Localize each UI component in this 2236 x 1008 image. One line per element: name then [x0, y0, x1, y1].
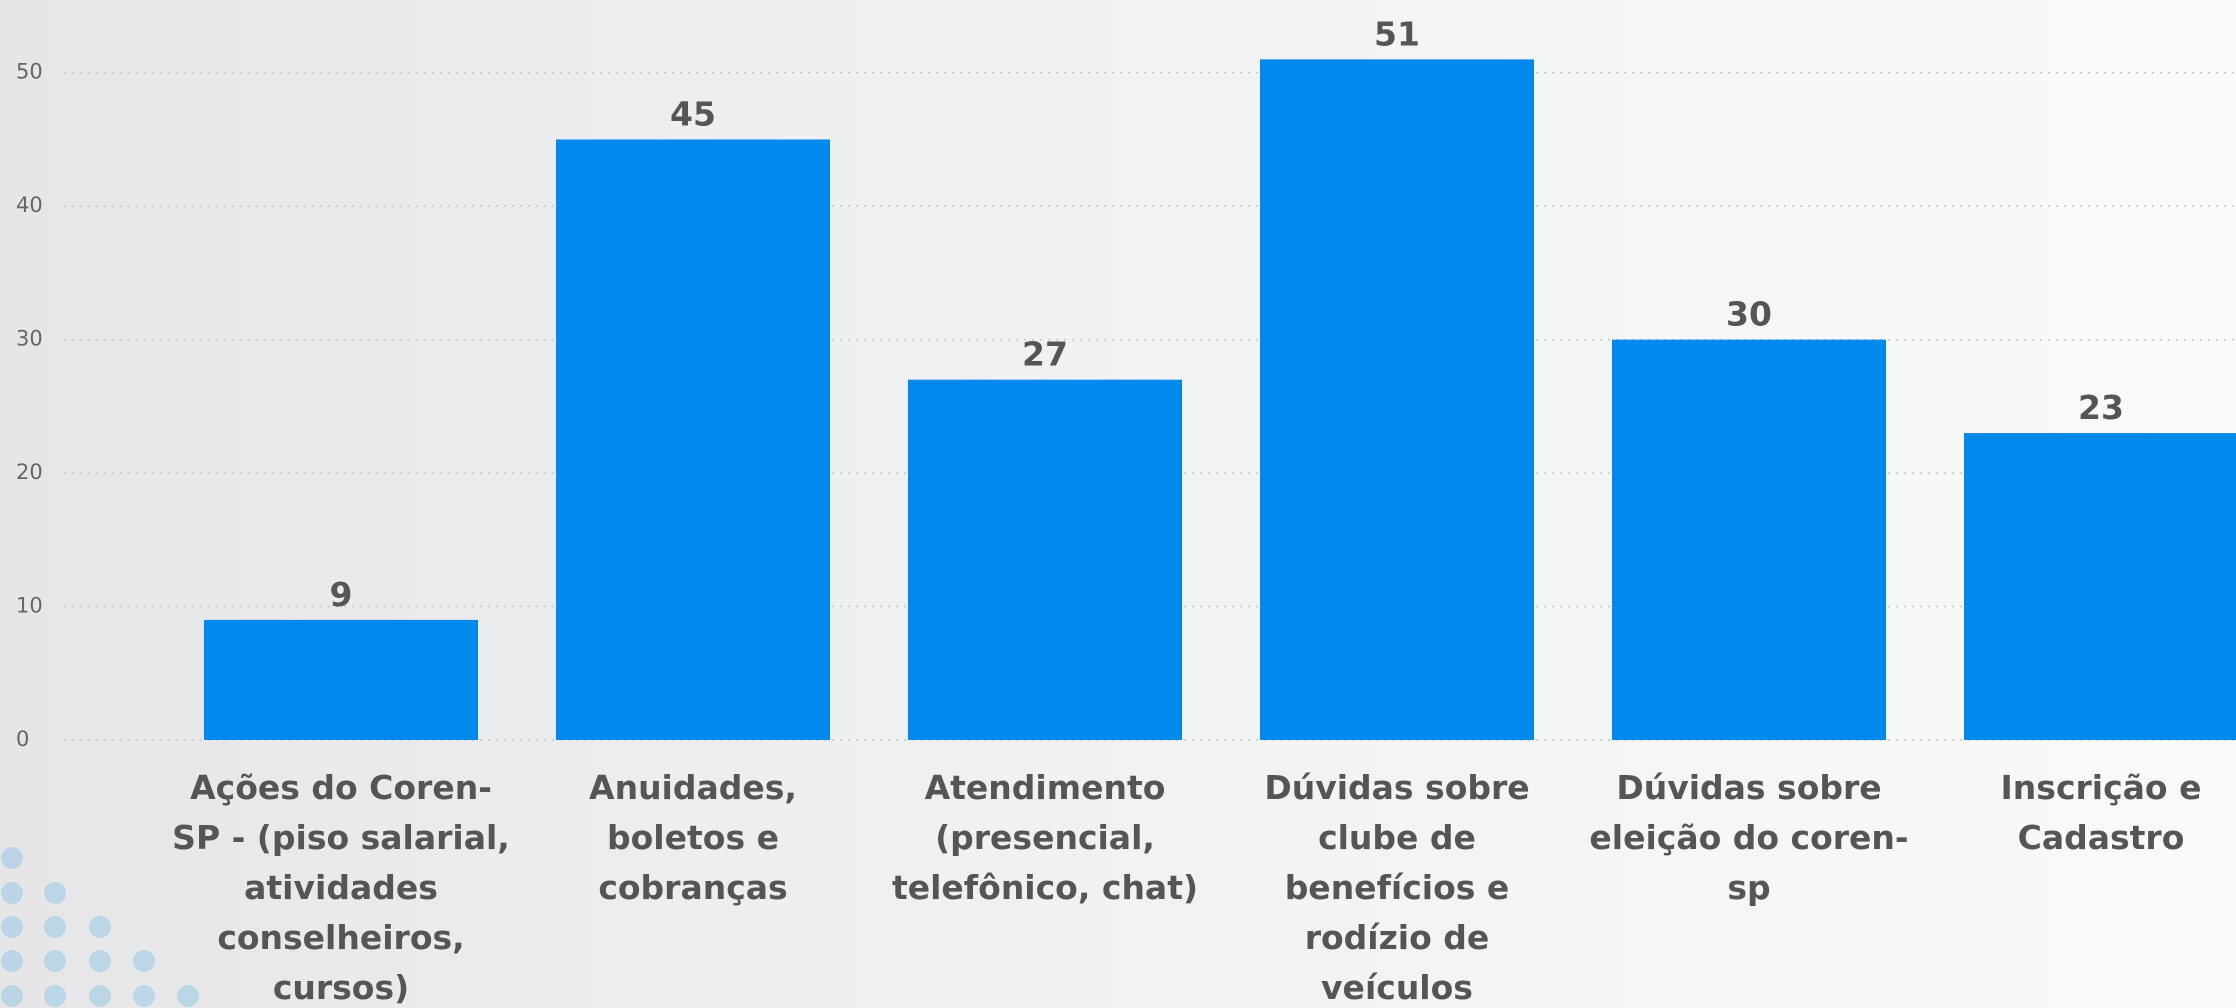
value-label: 30 [1726, 295, 1772, 334]
y-tick-label: 10 [16, 594, 43, 618]
value-label: 51 [1374, 14, 1420, 53]
x-tick-label: Inscrição e Cadastro [2000, 768, 2202, 857]
y-tick-label: 40 [16, 193, 43, 217]
value-label: 9 [330, 575, 353, 614]
y-tick-label: 0 [16, 727, 29, 751]
value-label: 23 [2078, 388, 2124, 427]
bar [1260, 59, 1534, 740]
bar [204, 619, 478, 740]
bar [908, 379, 1182, 740]
bar [1612, 339, 1886, 740]
x-tick-label: Atendimento (presencial, telefônico, cha… [891, 768, 1199, 907]
bar [556, 139, 830, 741]
x-tick-label: Ações do Coren-SP - (piso salarial, ativ… [172, 768, 510, 1007]
x-tick-label: Dúvidas sobre eleição do coren-sp [1589, 768, 1909, 907]
y-tick-label: 20 [16, 460, 43, 484]
x-tick-label: Anuidades, boletos e cobranças [589, 768, 797, 907]
bar [1964, 433, 2236, 740]
value-label: 45 [670, 94, 716, 133]
y-tick-label: 30 [16, 327, 43, 351]
x-tick-label: Dúvidas sobre clube de benefícios e rodí… [1264, 768, 1530, 1007]
y-tick-label: 50 [16, 60, 43, 84]
value-label: 27 [1022, 335, 1068, 374]
decoration [1, 847, 199, 1007]
